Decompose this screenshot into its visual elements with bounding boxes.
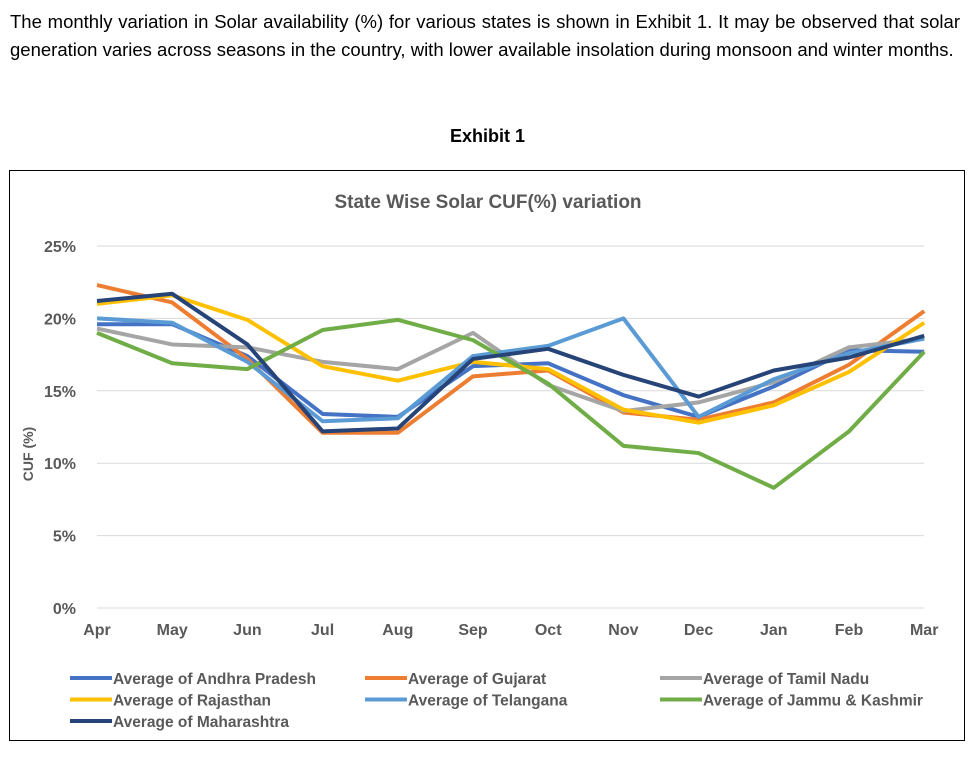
series-line [96, 316, 925, 424]
chart-title: State Wise Solar CUF(%) variation [334, 192, 641, 213]
y-tick-label: 0% [53, 601, 76, 618]
legend-label: Average of Gujarat [408, 671, 546, 688]
x-tick-label: May [157, 622, 188, 639]
legend-label: Average of Andhra Pradesh [113, 671, 316, 688]
legend-label: Average of Tamil Nadu [703, 671, 869, 688]
x-tick-label: Dec [684, 622, 713, 639]
series-line [96, 283, 926, 435]
x-tick-label: Mar [910, 622, 938, 639]
x-tick-label: Aug [382, 622, 413, 639]
y-tick-label: 20% [44, 311, 76, 328]
y-axis-label: CUF (%) [20, 427, 36, 481]
series-line [96, 317, 926, 490]
legend-label: Average of Telangana [408, 693, 568, 710]
chart-container: State Wise Solar CUF(%) variation CUF (%… [9, 170, 965, 741]
series-line [96, 291, 925, 434]
legend-label: Average of Rajasthan [113, 693, 271, 710]
x-tick-label: Oct [535, 622, 562, 639]
exhibit-label: Exhibit 1 [449, 126, 525, 146]
y-tick-label: 10% [44, 456, 76, 473]
x-tick-label: Jun [233, 622, 261, 639]
x-tick-label: Sep [458, 622, 488, 639]
line-chart: State Wise Solar CUF(%) variation CUF (%… [20, 192, 938, 731]
x-tick-label: Nov [608, 622, 638, 639]
x-tick-label: Jan [760, 622, 788, 639]
series-line [96, 293, 926, 425]
x-tick-label: Feb [835, 622, 864, 639]
x-tick-label: Jul [311, 622, 334, 639]
y-tick-label: 15% [44, 384, 76, 401]
legend-label: Average of Maharashtra [113, 714, 289, 731]
x-tick-label: Apr [83, 622, 111, 639]
legend-label: Average of Jammu & Kashmir [703, 693, 923, 710]
intro-paragraph: The monthly variation in Solar availabil… [10, 11, 960, 60]
y-tick-label: 25% [44, 239, 76, 256]
y-tick-label: 5% [53, 529, 76, 546]
